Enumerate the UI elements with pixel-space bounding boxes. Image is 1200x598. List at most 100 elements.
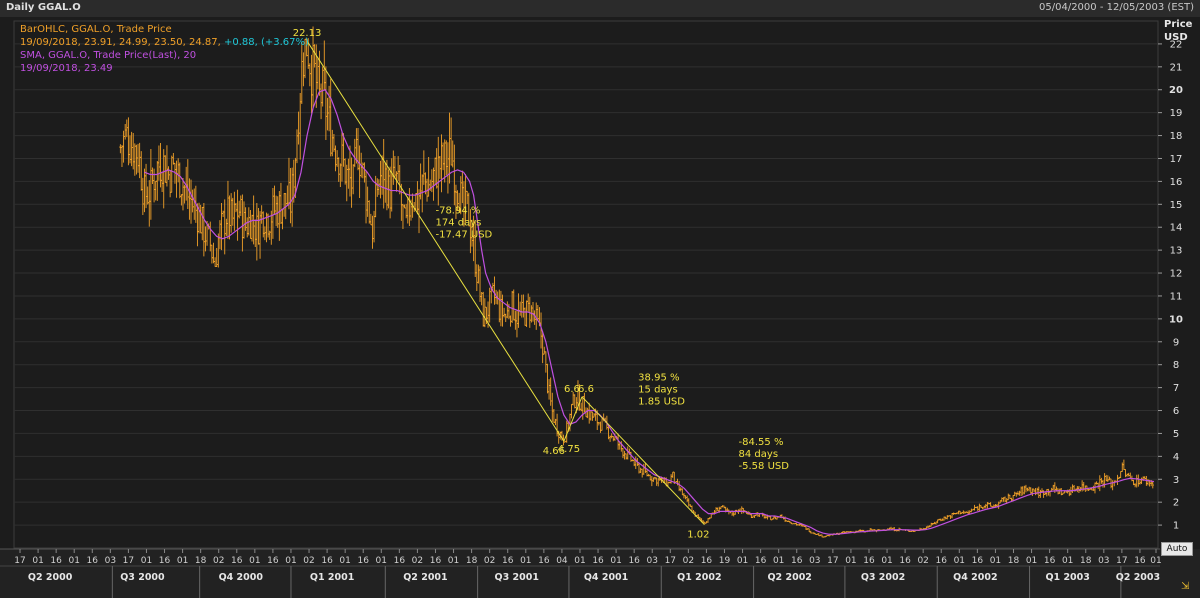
x-tick-label: 16 (502, 556, 514, 566)
x-tick-label: 03 (105, 556, 116, 566)
trend-annotation-line: 84 days (739, 449, 779, 460)
x-tick-label: 16 (899, 556, 911, 566)
x-tick-label: 16 (87, 556, 99, 566)
y-tick-label: 6 (1173, 406, 1179, 417)
point-label: 6.6 (564, 384, 580, 395)
y-tick-label: 22 (1170, 39, 1183, 50)
x-tick-label: 02 (683, 556, 694, 566)
x-tick-label: 01 (1026, 556, 1037, 566)
trend-annotation-line: 15 days (638, 385, 678, 396)
legend-ohlc-name: BarOHLC, GGAL.O, Trade Price (20, 24, 172, 35)
x-tick-label: 02 (917, 556, 928, 566)
legend-ohlc-change: +0.88, (+3.67%) (223, 37, 309, 48)
point-label: 22.13 (293, 28, 322, 39)
x-tick-label: 03 (647, 556, 658, 566)
quarter-label: Q3 2002 (861, 572, 905, 583)
y-tick-label: 4 (1173, 452, 1179, 463)
plot-frame (13, 20, 1159, 549)
x-tick-label: 01 (32, 556, 43, 566)
sma-line (144, 89, 1155, 535)
x-tick-label: 16 (936, 556, 948, 566)
y-tick-label: 19 (1170, 108, 1183, 119)
ohlc-bar (1151, 481, 1154, 489)
trend-annotation-line: 38.95 % (638, 373, 679, 384)
quarter-label: Q4 2001 (584, 572, 628, 583)
x-tick-label: 01 (285, 556, 296, 566)
trend-annotation-line: -78.94 % (435, 205, 480, 216)
quarter-label: Q1 2002 (677, 572, 721, 583)
quarter-label: Q2 2000 (28, 572, 73, 583)
x-tick-label: 01 (990, 556, 1001, 566)
x-tick-label: 02 (303, 556, 314, 566)
y-tick-label: 7 (1173, 383, 1179, 394)
quarter-label: Q4 2002 (953, 572, 997, 583)
x-tick-label: 01 (448, 556, 459, 566)
y-tick-label: 20 (1169, 85, 1183, 96)
x-tick-label: 01 (954, 556, 965, 566)
x-tick-label: 18 (195, 556, 207, 566)
x-tick-label: 18 (1008, 556, 1020, 566)
x-tick-label: 01 (376, 556, 387, 566)
x-tick-label: 16 (1134, 556, 1146, 566)
x-tick-label: 16 (50, 556, 62, 566)
window-titlebar: Daily GGAL.O 05/04/2000 - 12/05/2003 (ES… (0, 0, 1200, 18)
y-axis-unit: USD (1164, 32, 1188, 43)
trend-annotation-line: -17.47 USD (435, 229, 492, 240)
point-label: 4.75 (558, 444, 580, 455)
legend-sma-name: SMA, GGAL.O, Trade Price(Last), 20 (20, 50, 197, 61)
trendline (306, 40, 565, 442)
y-tick-label: 10 (1169, 314, 1183, 325)
trend-annotation-line: 1.85 USD (638, 397, 685, 408)
auto-scale-button[interactable]: Auto (1161, 542, 1193, 556)
trend-annotation-line: 174 days (435, 217, 481, 228)
y-tick-label: 17 (1170, 154, 1183, 165)
legend-ohlc-values-text: 19/09/2018, 23.91, 24.99, 23.50, 24.87, (20, 37, 221, 48)
scroll-corner-icon[interactable]: ⇲ (1181, 581, 1190, 592)
quarter-label: Q1 2003 (1045, 572, 1089, 583)
y-tick-label: 1 (1173, 521, 1179, 532)
x-tick-label: 18 (1080, 556, 1092, 566)
x-tick-label: 01 (574, 556, 585, 566)
x-tick-label: 04 (556, 556, 568, 566)
x-tick-label: 01 (520, 556, 531, 566)
y-axis-title: Price (1164, 19, 1193, 30)
x-tick-label: 02 (213, 556, 224, 566)
x-tick-label: 01 (339, 556, 350, 566)
x-tick-label: 16 (231, 556, 243, 566)
x-tick-label: 02 (412, 556, 423, 566)
quarter-label: Q2 2002 (767, 572, 811, 583)
x-tick-label: 17 (1116, 556, 1127, 566)
x-tick-label: 17 (123, 556, 134, 566)
y-tick-label: 3 (1173, 475, 1179, 486)
x-tick-label: 17 (14, 556, 25, 566)
y-tick-label: 14 (1170, 223, 1183, 234)
point-label: 6.6 (578, 384, 594, 395)
x-tick-label: 16 (159, 556, 171, 566)
x-tick-label: 01 (68, 556, 79, 566)
price-chart[interactable]: 12345678910111213141516171819202122Price… (0, 17, 1200, 598)
point-label: 4.66 (543, 446, 565, 457)
x-tick-label: 16 (321, 556, 333, 566)
x-tick-label: 16 (357, 556, 369, 566)
x-tick-label: 03 (1098, 556, 1109, 566)
y-tick-label: 5 (1173, 429, 1179, 440)
ohlc-bars (119, 26, 1154, 538)
x-tick-label: 19 (719, 556, 731, 566)
quarter-label: Q2 2003 (1116, 572, 1160, 583)
x-tick-label: 18 (466, 556, 478, 566)
y-tick-label: 2 (1173, 498, 1179, 509)
x-tick-label: 16 (755, 556, 767, 566)
x-tick-label: 01 (1062, 556, 1073, 566)
x-tick-label: 01 (737, 556, 748, 566)
trendline (563, 396, 583, 442)
trendline (581, 396, 705, 525)
quarter-label: Q2 2001 (403, 572, 447, 583)
y-tick-label: 13 (1170, 246, 1183, 257)
y-tick-label: 15 (1170, 200, 1183, 211)
y-tick-label: 8 (1173, 360, 1179, 371)
quarter-label: Q4 2000 (219, 572, 264, 583)
point-label: 1.02 (687, 530, 709, 541)
x-tick-label: 01 (1150, 556, 1161, 566)
x-tick-label: 16 (430, 556, 442, 566)
x-tick-label: 16 (592, 556, 604, 566)
